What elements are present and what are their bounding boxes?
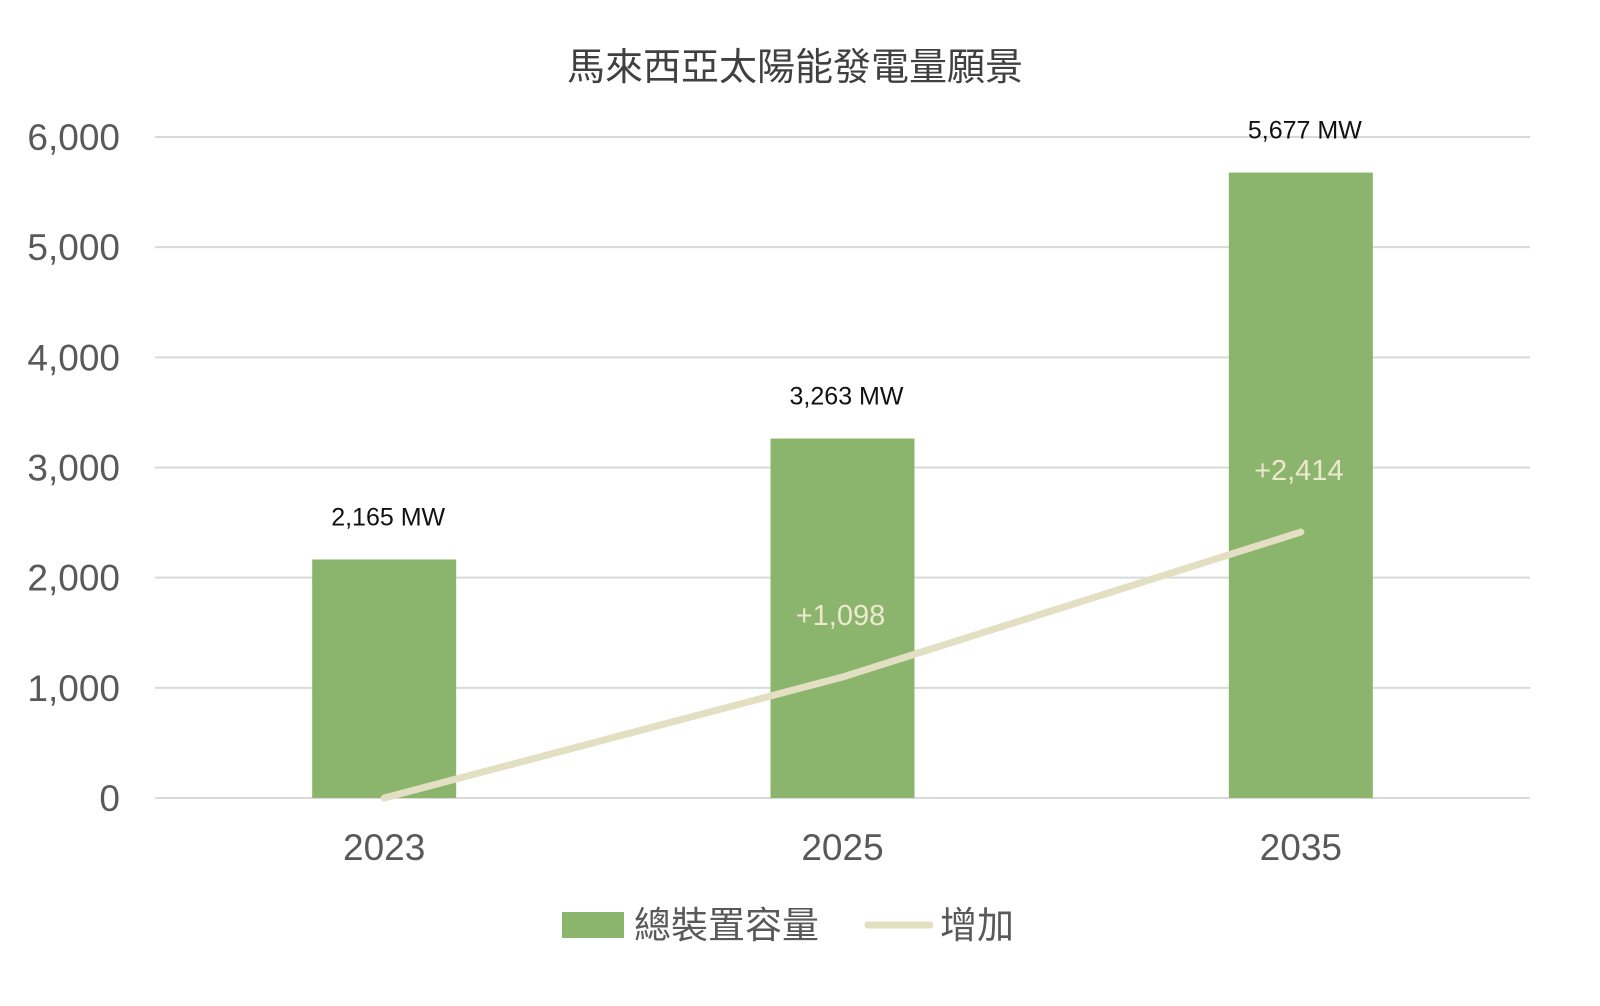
- x-tick-label: 2035: [1260, 827, 1342, 868]
- bar-data-label: 2,165 MW: [331, 503, 445, 531]
- y-tick-label: 2,000: [27, 558, 120, 599]
- legend-label-line: 增加: [940, 905, 1014, 946]
- line-data-label: +1,098: [796, 600, 886, 632]
- y-tick-label: 3,000: [27, 448, 120, 489]
- y-tick-label: 6,000: [27, 117, 120, 158]
- x-tick-label: 2023: [343, 827, 425, 868]
- line-data-label: +2,414: [1254, 455, 1344, 487]
- y-axis-ticks: 0 1,000 2,000 3,000 4,000 5,000 6,000: [27, 117, 120, 819]
- y-tick-label: 0: [99, 778, 120, 819]
- bar-series: 2,165 MW 3,263 MW 5,677 MW: [312, 117, 1373, 798]
- chart-title: 馬來西亞太陽能發電量願景: [567, 47, 1023, 89]
- line-path: [380, 528, 1305, 802]
- x-tick-label: 2025: [801, 827, 883, 868]
- y-tick-label: 4,000: [27, 337, 120, 378]
- bar: [770, 438, 915, 798]
- bar-data-label: 5,677 MW: [1248, 117, 1362, 145]
- legend: 總裝置容量 增加: [562, 905, 1014, 946]
- line-series: +1,098 +2,414: [380, 455, 1344, 802]
- x-axis-ticks: 2023 2025 2035: [343, 827, 1342, 868]
- legend-swatch-bar: [562, 912, 624, 938]
- bar: [1228, 172, 1373, 798]
- legend-label-bar: 總裝置容量: [634, 905, 819, 946]
- bar: [312, 559, 457, 798]
- y-tick-label: 1,000: [27, 668, 120, 709]
- bar-data-label: 3,263 MW: [790, 383, 904, 411]
- y-tick-label: 5,000: [27, 227, 120, 268]
